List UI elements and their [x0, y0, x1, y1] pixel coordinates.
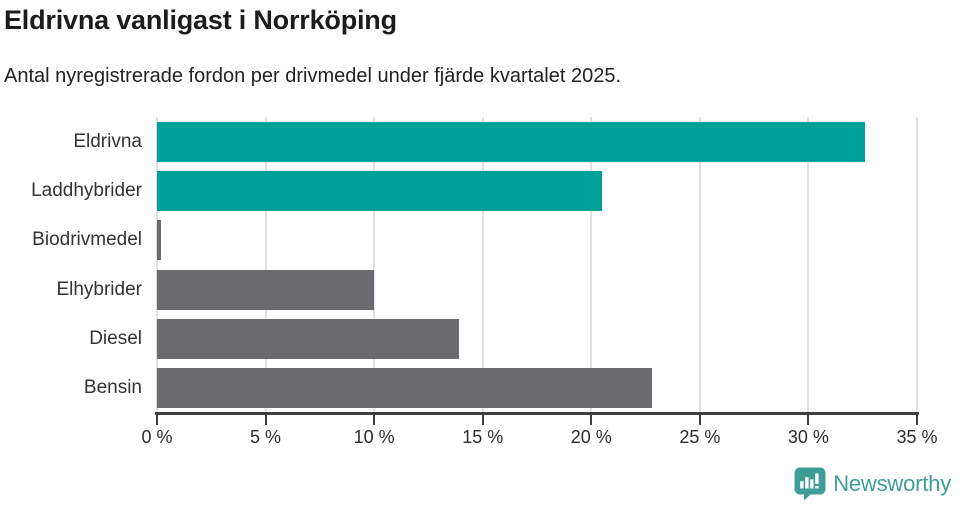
- axis-tick: [916, 415, 918, 425]
- bar-row: Diesel: [89, 314, 917, 363]
- category-label: Eldrivna: [73, 130, 142, 152]
- axis-tick-label: 10 %: [353, 427, 395, 447]
- bar-rows: Eldrivna Laddhybrider Biodrivmedel Elhybrid…: [31, 117, 917, 413]
- axis-tick-label: 30 %: [787, 427, 829, 447]
- newsworthy-logo-icon: [794, 467, 826, 501]
- axis-tick: [156, 415, 158, 425]
- category-label: Elhybrider: [56, 278, 142, 300]
- gridline: [481, 117, 484, 413]
- bar-laddhybrider: [157, 170, 603, 211]
- gridline: [156, 117, 158, 413]
- newsworthy-brand-text: Newsworthy: [833, 471, 951, 496]
- bar-row: Bensin: [84, 364, 917, 413]
- gridline: [373, 117, 376, 413]
- axis-tick: [481, 415, 484, 425]
- bar-row: Laddhybrider: [31, 166, 917, 215]
- newsworthy-brand: Newsworthy: [794, 467, 951, 501]
- x-axis-ticks: [156, 415, 918, 425]
- axis-tick-label: 25 %: [679, 427, 721, 447]
- axis-tick-label: 15 %: [462, 427, 504, 447]
- axis-tick-label: 20 %: [570, 427, 612, 447]
- axis-tick-label: 35 %: [896, 427, 938, 447]
- gridline: [590, 117, 593, 413]
- plot-area: Eldrivna Laddhybrider Biodrivmedel Elhybrid…: [31, 117, 918, 413]
- bar-row: Biodrivmedel: [32, 216, 917, 265]
- bar-diesel: [157, 318, 459, 359]
- bar-elhybrider: [157, 269, 375, 310]
- category-label: Bensin: [83, 377, 142, 399]
- chart-subtitle: Antal nyregistrerade fordon per drivmede…: [4, 65, 622, 87]
- chart-title: Eldrivna vanligast i Norrköping: [4, 5, 397, 35]
- bar-row: Eldrivna: [73, 117, 917, 166]
- x-axis-labels: 0 % 5 % 10 % 15 % 20 % 25 % 30 % 35 %: [141, 427, 937, 449]
- gridline: [916, 117, 918, 413]
- gridline: [807, 117, 810, 413]
- bar-biodrivmedel: [157, 220, 162, 261]
- bar-bensin: [157, 368, 653, 409]
- category-label: Laddhybrider: [31, 179, 142, 201]
- axis-tick-label: 0 %: [141, 427, 173, 447]
- axis-tick: [264, 415, 267, 425]
- x-axis-line: [155, 412, 919, 415]
- axis-tick: [807, 415, 810, 425]
- axis-tick-label: 5 %: [250, 427, 282, 447]
- bar-row: Elhybrider: [56, 265, 917, 314]
- category-label: Biodrivmedel: [32, 229, 142, 251]
- gridline: [264, 117, 267, 413]
- category-label: Diesel: [89, 327, 142, 349]
- axis-tick: [373, 415, 376, 425]
- bar-eldrivna: [157, 121, 865, 162]
- axis-tick: [590, 415, 593, 425]
- axis-tick: [698, 415, 701, 425]
- gridline: [698, 117, 701, 413]
